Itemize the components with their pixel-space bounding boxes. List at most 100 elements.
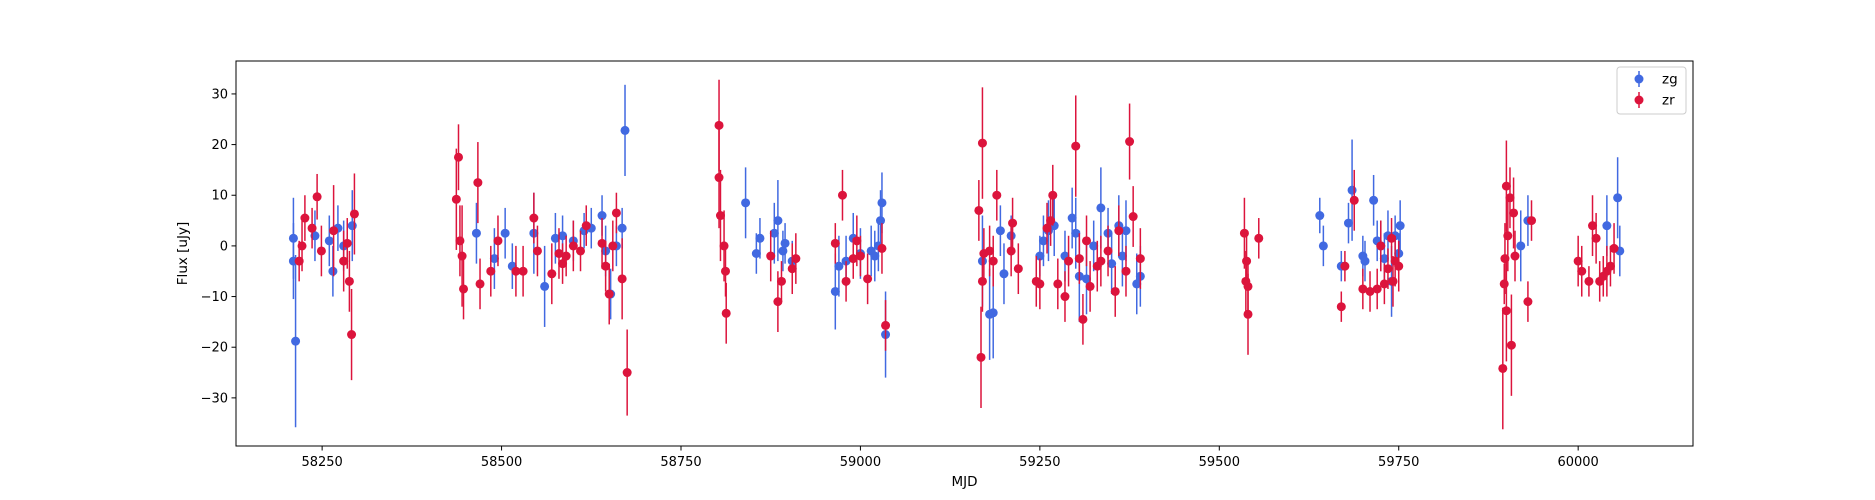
marker bbox=[881, 320, 891, 330]
marker bbox=[581, 221, 591, 231]
marker bbox=[721, 308, 731, 318]
marker bbox=[988, 308, 998, 318]
marker bbox=[1038, 236, 1048, 246]
marker bbox=[1584, 276, 1594, 286]
marker bbox=[297, 241, 307, 251]
legend-zg-marker bbox=[1634, 74, 1644, 84]
marker bbox=[597, 211, 607, 221]
marker bbox=[976, 352, 986, 362]
data-point-zr bbox=[554, 228, 564, 279]
data-point-zg bbox=[471, 202, 481, 264]
data-point-zr bbox=[1509, 177, 1519, 249]
data-point-zr bbox=[1383, 248, 1393, 289]
data-point-zr bbox=[1064, 235, 1074, 287]
marker bbox=[1388, 276, 1398, 286]
data-point-zg bbox=[1096, 167, 1106, 249]
marker bbox=[1613, 193, 1623, 203]
data-point-zr bbox=[459, 258, 469, 320]
marker bbox=[778, 246, 788, 256]
marker bbox=[1505, 193, 1515, 203]
marker bbox=[1376, 241, 1386, 251]
marker bbox=[608, 241, 618, 251]
data-point-zg bbox=[999, 243, 1009, 305]
marker bbox=[511, 266, 521, 276]
marker bbox=[877, 198, 887, 208]
data-point-zr bbox=[329, 185, 339, 277]
marker bbox=[999, 269, 1009, 279]
marker bbox=[1365, 286, 1375, 296]
data-point-zr bbox=[1085, 261, 1095, 312]
data-point-zg bbox=[1038, 215, 1048, 267]
marker bbox=[457, 251, 467, 261]
marker bbox=[1035, 279, 1045, 289]
y-tick-label: −10 bbox=[201, 290, 228, 305]
legend-entry-zr: zr bbox=[1634, 92, 1675, 109]
data-point-zr bbox=[1501, 140, 1511, 232]
data-point-zr bbox=[1372, 268, 1382, 310]
marker bbox=[992, 190, 1002, 200]
data-point-zr bbox=[1387, 218, 1397, 259]
marker bbox=[988, 256, 998, 266]
data-point-zr bbox=[988, 235, 998, 287]
marker bbox=[349, 209, 359, 219]
marker bbox=[773, 297, 783, 307]
marker bbox=[1336, 302, 1346, 312]
marker bbox=[834, 261, 844, 271]
marker bbox=[766, 251, 776, 261]
legend-zr-marker bbox=[1634, 95, 1644, 105]
data-point-zr bbox=[300, 195, 310, 241]
marker bbox=[1510, 251, 1520, 261]
marker bbox=[617, 223, 627, 233]
marker bbox=[1315, 211, 1325, 221]
marker bbox=[622, 368, 632, 378]
data-point-zg bbox=[773, 180, 783, 262]
marker bbox=[604, 289, 614, 299]
data-point-zr bbox=[1584, 266, 1594, 297]
marker bbox=[611, 208, 621, 218]
marker bbox=[755, 233, 765, 243]
data-point-zr bbox=[1074, 233, 1084, 284]
data-point-zg bbox=[500, 207, 510, 259]
data-point-zr bbox=[1243, 261, 1253, 312]
marker bbox=[1588, 221, 1598, 231]
marker bbox=[547, 269, 557, 279]
data-point-zr bbox=[1577, 245, 1587, 297]
marker bbox=[1071, 141, 1081, 151]
data-point-zg bbox=[324, 215, 334, 267]
data-points-layer bbox=[288, 79, 1625, 430]
data-point-zr bbox=[776, 261, 786, 302]
marker bbox=[1060, 292, 1070, 302]
marker bbox=[451, 194, 461, 204]
marker bbox=[1046, 216, 1056, 226]
marker bbox=[1347, 185, 1357, 195]
data-point-zr bbox=[312, 173, 322, 220]
data-point-zr bbox=[576, 230, 586, 272]
data-point-zr bbox=[622, 329, 632, 416]
marker bbox=[1074, 254, 1084, 264]
marker bbox=[985, 246, 995, 256]
marker bbox=[780, 238, 790, 248]
marker bbox=[715, 211, 725, 221]
data-point-zr bbox=[1114, 205, 1124, 257]
data-point-zr bbox=[977, 87, 987, 199]
marker bbox=[307, 223, 317, 233]
marker bbox=[1591, 233, 1601, 243]
marker bbox=[329, 226, 339, 236]
marker bbox=[1089, 241, 1099, 251]
data-point-zr bbox=[1501, 260, 1511, 362]
marker bbox=[837, 190, 847, 200]
data-point-zr bbox=[1006, 225, 1016, 277]
data-point-zg bbox=[741, 167, 751, 239]
x-tick-label: 59000 bbox=[840, 455, 881, 470]
data-point-zr bbox=[841, 261, 851, 302]
marker bbox=[1577, 266, 1587, 276]
marker bbox=[855, 251, 865, 261]
marker bbox=[339, 256, 349, 266]
data-point-zr bbox=[1053, 258, 1063, 310]
data-point-zr bbox=[1358, 268, 1368, 310]
marker bbox=[719, 241, 729, 251]
data-point-zr bbox=[1078, 294, 1088, 345]
marker bbox=[540, 281, 550, 291]
